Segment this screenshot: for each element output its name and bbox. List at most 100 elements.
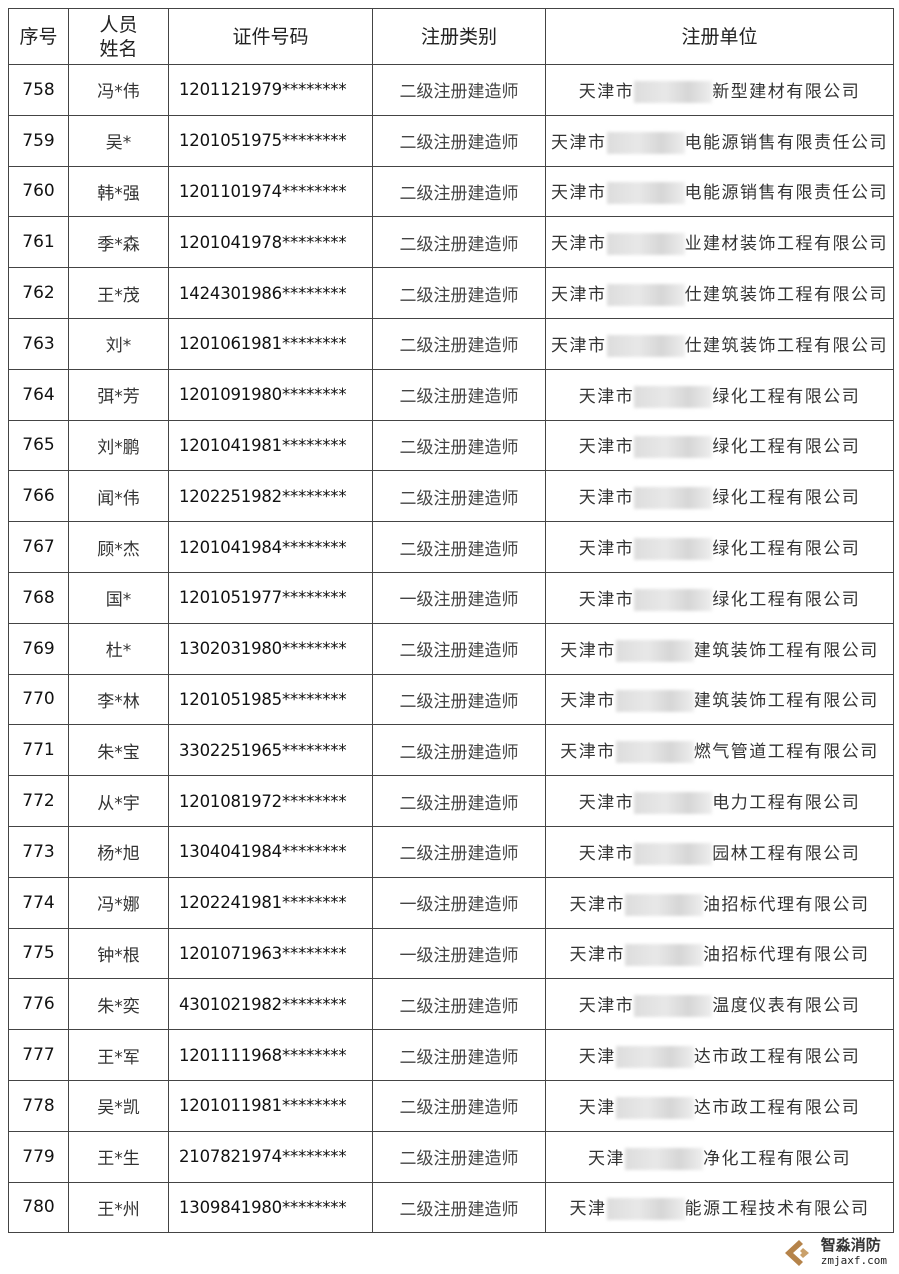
redaction-blur [634, 538, 713, 561]
cell-unit: 天津市 新型建材有限公司 [545, 64, 894, 116]
cell-unit: 天津市 电力工程有限公司 [545, 775, 894, 827]
table-row: 759 吴* 1201051975******** 二级注册建造师 天津市 电能源销售有限… [8, 114, 894, 167]
table-row: 769 杜* 1302031980******** 二级注册建造师 天津市 建筑装饰工程有… [8, 622, 894, 675]
redaction-blur [615, 690, 694, 713]
cell-category: 二级注册建造师 [372, 622, 546, 675]
unit-prefix: 天津市 [569, 894, 625, 915]
redaction-blur [634, 487, 713, 510]
unit-prefix: 天津市 [578, 996, 635, 1017]
cell-cert: 1201011981******** [168, 1079, 373, 1132]
redaction-blur [606, 233, 685, 256]
cell-cert: 1424301986******** [168, 267, 373, 319]
cell-name: 朱*宝 [68, 724, 169, 777]
cell-cert: 1202251982******** [168, 470, 373, 523]
redaction-blur [625, 944, 703, 967]
cell-unit: 天津市 仕建筑装饰工程有限公司 [545, 267, 894, 319]
cell-name: 杨*旭 [68, 825, 169, 878]
redaction-blur [634, 436, 713, 459]
unit-prefix: 天津市 [578, 589, 635, 610]
cell-cert: 1201051985******** [168, 673, 373, 726]
unit-prefix: 天津市 [551, 132, 607, 153]
unit-suffix: 新型建材有限公司 [712, 81, 861, 102]
table-row: 771 朱*宝 3302251965******** 二级注册建造师 天津市 燃气管道工程… [8, 724, 894, 777]
unit-suffix: 电能源销售有限责任公司 [684, 183, 888, 204]
table-row: 764 弭*芳 1201091980******** 二级注册建造师 天津市 绿化工程有限… [8, 368, 894, 421]
unit-suffix: 建筑装饰工程有限公司 [693, 691, 879, 712]
redaction-blur [615, 639, 694, 662]
unit-prefix: 天津市 [560, 640, 616, 661]
table-row: 772 从*宇 1201081972******** 二级注册建造师 天津市 电力工程有限… [8, 775, 894, 827]
registration-table: 序号 人员 姓名 证件号码 注册类别 注册单位 758 冯*伟 1201121979*… [8, 8, 894, 1234]
cell-name: 韩*强 [68, 165, 169, 218]
unit-prefix: 天津市 [551, 234, 607, 255]
cell-unit: 天津市 园林工程有限公司 [545, 825, 894, 878]
cell-name: 朱*奕 [68, 978, 169, 1031]
cell-name: 从*宇 [68, 775, 169, 827]
header-name-line2: 姓名 [99, 37, 138, 60]
cell-unit: 天津市 仕建筑装饰工程有限公司 [545, 317, 894, 370]
redaction-blur [634, 842, 713, 865]
cell-unit: 天津市 建筑装饰工程有限公司 [545, 622, 894, 675]
cell-unit: 天津市 业建材装饰工程有限公司 [545, 216, 894, 269]
watermark-name: 智淼消防 [820, 1238, 887, 1253]
cell-no: 770 [8, 673, 69, 726]
cell-no: 768 [8, 571, 69, 624]
cell-category: 二级注册建造师 [372, 114, 546, 167]
cell-cert: 1201121979******** [168, 64, 373, 116]
header-unit: 注册单位 [545, 8, 894, 65]
cell-unit: 天津市 绿化工程有限公司 [545, 571, 894, 624]
cell-category: 二级注册建造师 [372, 775, 546, 827]
table-row: 778 吴*凯 1201011981******** 二级注册建造师 天津 达市政工程有限… [8, 1079, 894, 1132]
cell-category: 二级注册建造师 [372, 216, 546, 269]
redaction-blur [634, 385, 713, 408]
cell-name: 闻*伟 [68, 470, 169, 523]
cell-unit: 天津市 油招标代理有限公司 [545, 876, 894, 929]
cell-category: 二级注册建造师 [372, 470, 546, 523]
unit-prefix: 天津 [588, 1148, 625, 1169]
table-row: 775 钟*根 1201071963******** 一级注册建造师 天津市 油招标代理有… [8, 927, 894, 980]
unit-prefix: 天津市 [551, 285, 607, 306]
table-row: 767 顾*杰 1201041984******** 二级注册建造师 天津市 绿化工程有限… [8, 521, 894, 573]
cell-unit: 天津市 温度仪表有限公司 [545, 978, 894, 1031]
cell-no: 769 [8, 622, 69, 675]
cell-unit: 天津市 绿化工程有限公司 [545, 419, 894, 472]
cell-category: 一级注册建造师 [372, 927, 546, 980]
cell-cert: 1201051977******** [168, 571, 373, 624]
cell-name: 王*州 [68, 1181, 169, 1234]
cell-category: 二级注册建造师 [372, 165, 546, 218]
cell-cert: 1201071963******** [168, 927, 373, 980]
cell-no: 767 [8, 521, 69, 573]
cell-no: 766 [8, 470, 69, 523]
cell-category: 二级注册建造师 [372, 1079, 546, 1132]
unit-suffix: 电力工程有限公司 [712, 793, 861, 814]
cell-name: 弭*芳 [68, 368, 169, 421]
cell-unit: 天津市 建筑装饰工程有限公司 [545, 673, 894, 726]
cell-category: 二级注册建造师 [372, 825, 546, 878]
unit-prefix: 天津市 [578, 386, 635, 407]
cell-no: 775 [8, 927, 69, 980]
cell-cert: 1201051975******** [168, 114, 373, 167]
cell-name: 季*森 [68, 216, 169, 269]
cell-name: 冯*伟 [68, 64, 169, 116]
logo-icon [784, 1240, 809, 1266]
cell-unit: 天津 达市政工程有限公司 [545, 1029, 894, 1081]
cell-category: 一级注册建造师 [372, 571, 546, 624]
cell-category: 二级注册建造师 [372, 267, 546, 319]
header-name: 人员 姓名 [68, 8, 169, 65]
cell-unit: 天津 能源工程技术有限公司 [545, 1181, 894, 1234]
cell-unit: 天津市 燃气管道工程有限公司 [545, 724, 894, 777]
cell-unit: 天津市 绿化工程有限公司 [545, 368, 894, 421]
table-row: 770 李*林 1201051985******** 二级注册建造师 天津市 建筑装饰工程… [8, 673, 894, 726]
unit-prefix: 天津市 [560, 691, 616, 712]
unit-suffix: 绿化工程有限公司 [712, 539, 861, 560]
unit-suffix: 达市政工程有限公司 [693, 1097, 861, 1118]
redaction-blur [625, 893, 703, 916]
cell-category: 二级注册建造师 [372, 419, 546, 472]
unit-suffix: 达市政工程有限公司 [693, 1047, 861, 1068]
redaction-blur [625, 1147, 703, 1170]
cell-name: 王*军 [68, 1029, 169, 1081]
cell-category: 二级注册建造师 [372, 673, 546, 726]
unit-suffix: 业建材装饰工程有限公司 [684, 234, 888, 255]
unit-prefix: 天津市 [578, 843, 635, 864]
redaction-blur [634, 80, 713, 103]
